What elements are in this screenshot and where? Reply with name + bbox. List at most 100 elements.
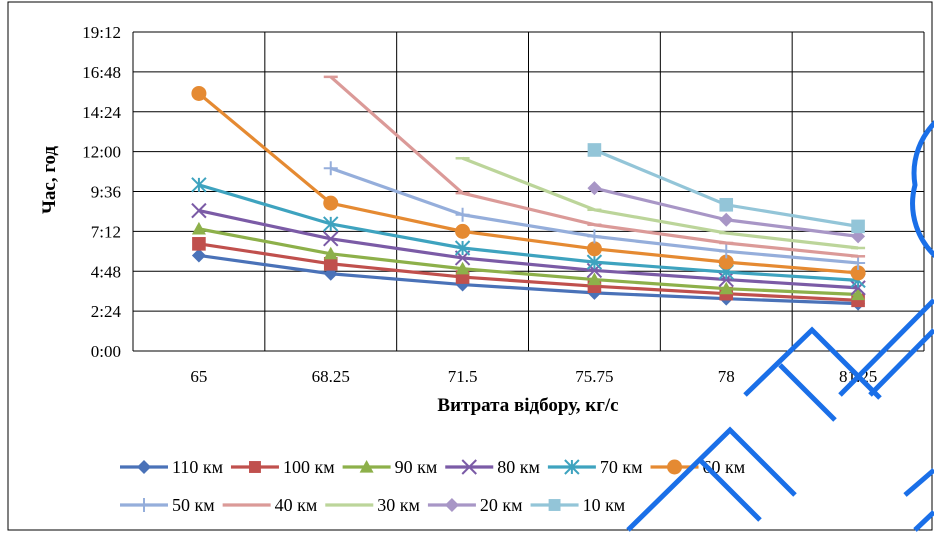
y-tick-label: 19:12 [82,23,121,42]
data-point-x [461,459,477,475]
legend-label: 20 км [480,495,523,515]
data-point-plus [587,229,602,244]
data-point-square [249,461,261,473]
data-point-star [564,459,580,475]
data-point-diamond [444,498,459,512]
data-point-circle [850,265,866,281]
data-point-plus [455,207,470,222]
data-point-square [192,237,206,251]
legend-label: 70 км [600,457,643,477]
y-tick-label: 2:24 [91,302,122,321]
legend-item: 80 км [445,457,540,477]
legend-item: 90 км [342,457,438,477]
series-line [198,183,859,282]
legend-label: 100 км [283,457,335,477]
x-tick-label: 75.75 [575,367,613,386]
x-tick-label: 68.25 [312,367,350,386]
y-tick-label: 0:00 [91,342,121,361]
y-tick-label: 12:00 [82,143,121,162]
data-point-star [586,254,603,270]
series-group [191,85,866,281]
data-point-triangle [191,221,206,235]
legend-item: 50 км [120,495,215,515]
x-tick-label: 65 [190,367,207,386]
data-point-x [850,280,866,296]
data-point-star [191,177,207,193]
data-point-triangle [455,261,470,275]
data-point-plus [851,255,866,270]
legend-item: 40 км [222,495,318,515]
data-point-circle [323,195,339,211]
data-point-square [719,197,734,212]
data-point-square [851,219,865,234]
legend-label: 30 км [377,495,420,515]
data-point-triangle [587,272,602,286]
legend-item: 70 км [547,457,643,477]
data-point-circle [718,254,734,270]
data-point-circle [191,85,207,101]
y-tick-label: 14:24 [82,103,121,122]
data-point-star [454,240,471,256]
legend-label: 10 км [583,495,626,515]
x-tick-label: 78 [718,367,735,386]
series-line [198,242,859,302]
data-point-circle [455,223,471,239]
legend-item: 100 км [230,457,335,477]
data-point-diamond [137,460,151,474]
data-point-plus [719,244,734,259]
data-point-square [587,143,602,157]
legend-label: 80 км [497,457,540,477]
data-point-triangle [719,281,734,295]
legend-item: 30 км [325,495,420,515]
chart-border [7,1,933,531]
series-line [198,253,859,306]
data-point-triangle [323,246,338,260]
legend-label: 50 км [172,495,215,515]
data-point-triangle [851,287,866,301]
series-line [198,209,859,290]
legend-item: 10 км [530,495,626,515]
x-tick-label: 71.5 [448,367,478,386]
y-tick-label: 4:48 [91,262,121,281]
watermark-graphic [626,120,934,532]
x-axis-title: Витрата відбору, кг/с [437,395,618,416]
data-point-plus [137,498,151,512]
data-point-square [548,499,561,511]
data-point-circle [586,241,602,257]
data-point-square [323,256,338,271]
legend-label: 110 км [172,457,223,477]
data-point-x [191,202,207,219]
watermark-shape [743,326,882,422]
y-tick-label: 7:12 [91,222,121,241]
y-tick-label: 9:36 [91,183,121,202]
watermark-shape [838,298,934,397]
legend-item: 20 км [427,495,523,515]
y-tick-label: 16:48 [82,63,121,82]
y-axis-title: Час, год [39,146,60,214]
series-lines [191,75,866,311]
data-point-plus [323,161,338,176]
watermark-shape [910,120,934,259]
series-line [197,92,859,275]
series-group [323,75,866,258]
series-line [198,227,859,297]
data-point-circle [667,459,683,475]
series-line [462,156,859,250]
legend-label: 40 км [275,495,318,515]
data-point-x [323,231,339,247]
series-group [455,156,866,250]
legend-label: 90 км [395,457,438,477]
data-point-diamond [191,248,206,263]
watermark-shape [626,426,797,532]
watermark-shape [903,468,934,532]
data-point-triangle [359,460,374,473]
y-tick-labels: 0:00 2:24 4:48 7:12 9:36 12:00 14:24 16:48 19:12 [82,23,121,361]
data-point-star [323,216,339,232]
data-point-diamond [587,181,602,196]
series-group [323,161,866,270]
data-point-x [718,271,734,288]
grid-lines [132,31,925,352]
